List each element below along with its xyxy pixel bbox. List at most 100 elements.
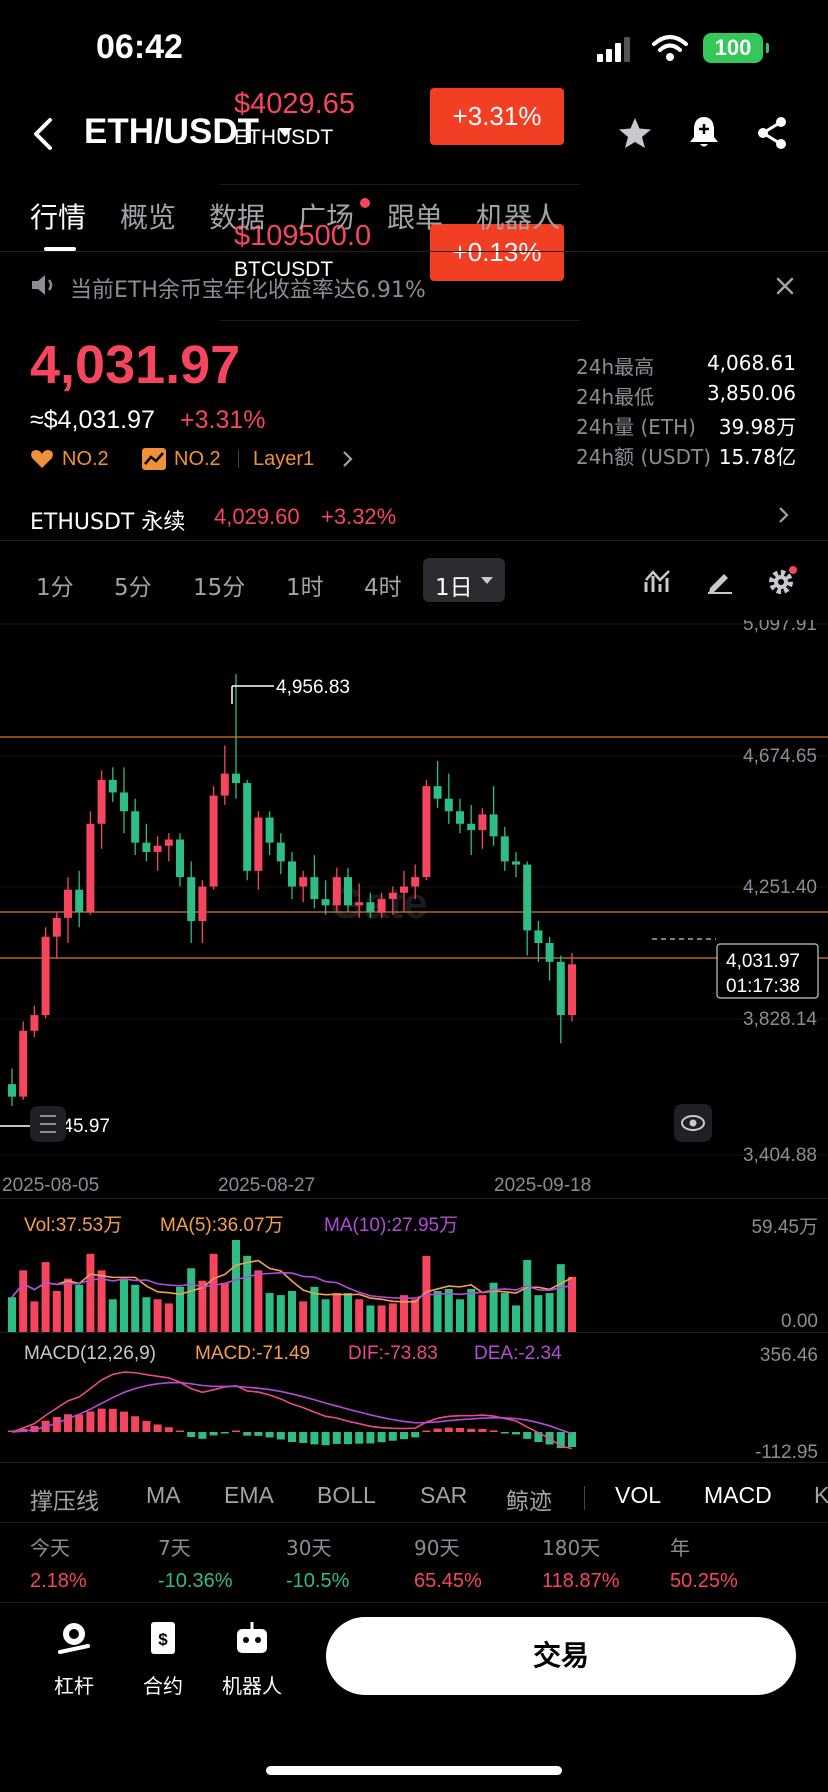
candle-body	[321, 899, 330, 906]
candle-body	[288, 861, 296, 887]
back-icon[interactable]	[30, 116, 56, 152]
candle-body	[444, 798, 453, 812]
sector-tag[interactable]: Layer1	[253, 448, 315, 470]
candle-body	[422, 786, 431, 878]
macd-histogram-bar	[64, 1414, 72, 1432]
switcher-symbol[interactable]: BTCUSDT	[234, 258, 334, 281]
nav-bots[interactable]: 机器人	[222, 1674, 282, 1698]
robot-icon[interactable]	[234, 1620, 270, 1656]
interval-1d-button[interactable]: 1日	[423, 558, 505, 602]
close-icon[interactable]	[775, 276, 795, 296]
status-time: 06:42	[96, 28, 183, 66]
volume-chart[interactable]	[0, 1232, 828, 1332]
y-axis-label: 5,097.91	[743, 620, 817, 635]
switcher-symbol[interactable]: ETHUSDT	[234, 126, 334, 149]
indicator-boll[interactable]: BOLL	[317, 1482, 376, 1508]
macd-histogram-bar	[276, 1432, 285, 1440]
nav-futures[interactable]: 合约	[143, 1674, 183, 1698]
caret-down-icon[interactable]	[278, 128, 292, 138]
stat-value: 39.98万	[718, 415, 796, 439]
alert-bell-icon[interactable]	[688, 114, 720, 150]
volume-bar	[276, 1295, 285, 1332]
indicator-support-resistance[interactable]: 撑压线	[30, 1488, 99, 1514]
candle-body	[209, 795, 218, 887]
usd-price: ≈$4,031.97	[30, 406, 155, 434]
candle-body	[220, 773, 229, 796]
candle-body	[142, 842, 151, 853]
volume-bar	[142, 1297, 151, 1332]
switcher-price[interactable]: $4029.65	[234, 88, 355, 120]
volume-bar	[523, 1260, 532, 1332]
eye-icon	[681, 1115, 705, 1131]
macd-histogram-bar	[568, 1432, 576, 1448]
interval-1m[interactable]: 1分	[36, 575, 74, 601]
candle-body	[164, 839, 173, 846]
indicator-sar[interactable]: SAR	[420, 1482, 468, 1508]
announcement-text[interactable]: 当前ETH余币宝年化收益率达6.91%	[70, 278, 426, 303]
volume-bar	[75, 1284, 84, 1332]
volume-bar	[254, 1270, 263, 1332]
tab-data[interactable]: 数据	[209, 201, 266, 234]
macd-histogram-bar	[332, 1432, 341, 1444]
leverage-icon[interactable]	[56, 1620, 92, 1656]
macd-title: MACD(12,26,9)	[24, 1343, 156, 1364]
interval-1h[interactable]: 1时	[286, 575, 324, 601]
candle-body	[254, 817, 263, 871]
chevron-right-icon[interactable]	[778, 506, 790, 524]
draw-pen-icon[interactable]	[706, 568, 734, 594]
volume-bar	[108, 1299, 117, 1332]
futures-icon[interactable]: $	[146, 1620, 180, 1656]
interval-5m[interactable]: 5分	[114, 575, 152, 601]
volume-bar	[310, 1286, 319, 1332]
tab-market[interactable]: 行情	[30, 201, 87, 234]
volume-bar	[377, 1305, 386, 1332]
indicator-ma[interactable]: MA	[146, 1482, 181, 1508]
candle-body	[120, 792, 128, 812]
chevron-right-icon[interactable]	[342, 450, 354, 468]
share-icon[interactable]	[756, 116, 788, 150]
candle-body	[478, 814, 487, 831]
macd-histogram-bar	[478, 1428, 487, 1432]
tab-copy-trading[interactable]: 跟单	[387, 201, 444, 234]
tab-overview[interactable]: 概览	[120, 201, 177, 234]
volume-bar	[52, 1291, 61, 1332]
candlestick-chart[interactable]: Gate 4,956.83 3,545.97 4,031.97 01:17:38…	[0, 620, 828, 1280]
nav-leverage[interactable]: 杠杆	[54, 1674, 94, 1698]
candle-body	[75, 889, 84, 912]
indicator-macd[interactable]: MACD	[704, 1482, 772, 1508]
indicator-whale-trace[interactable]: 鲸迹	[506, 1488, 552, 1514]
interval-4h[interactable]: 4时	[364, 575, 402, 601]
notification-dot	[360, 198, 370, 208]
current-price-box	[716, 943, 819, 999]
svg-text:$: $	[158, 1630, 168, 1649]
indicator-ema[interactable]: EMA	[224, 1482, 274, 1508]
y-axis-label: 3,404.88	[743, 1145, 817, 1166]
volume-bar	[534, 1295, 543, 1332]
interval-15m[interactable]: 15分	[193, 575, 246, 601]
ma5-label: MA(5):36.07万	[160, 1215, 284, 1236]
volume-bar	[556, 1264, 565, 1332]
candle-body	[400, 886, 408, 893]
indicator-kdj[interactable]: K	[814, 1482, 828, 1508]
indicator-chart-icon[interactable]	[644, 568, 672, 594]
macd-chart[interactable]	[0, 1366, 828, 1462]
volume-bar	[64, 1278, 72, 1332]
trend-rank-icon	[142, 448, 166, 470]
macd-histogram-bar	[534, 1432, 543, 1442]
y-axis-label: 3,828.14	[743, 1009, 817, 1030]
settings-gear-icon[interactable]	[767, 566, 797, 596]
indicator-vol[interactable]: VOL	[615, 1482, 662, 1508]
trade-button[interactable]: 交易	[326, 1617, 796, 1695]
perp-label[interactable]: ETHUSDT 永续	[30, 510, 186, 535]
candle-body	[187, 877, 196, 922]
macd-histogram-bar	[254, 1432, 263, 1436]
pair-title[interactable]: ETH/USDT	[84, 112, 259, 151]
perf-label: 今天	[30, 1536, 70, 1560]
macd-histogram-bar	[153, 1424, 162, 1432]
star-icon[interactable]	[617, 116, 653, 150]
tab-square[interactable]: 广场	[298, 201, 355, 234]
tab-bots[interactable]: 机器人	[476, 201, 561, 234]
macd-histogram-bar	[523, 1432, 532, 1439]
switcher-change-badge: +3.31%	[430, 88, 564, 145]
switcher-price[interactable]: $109500.0	[234, 220, 372, 252]
